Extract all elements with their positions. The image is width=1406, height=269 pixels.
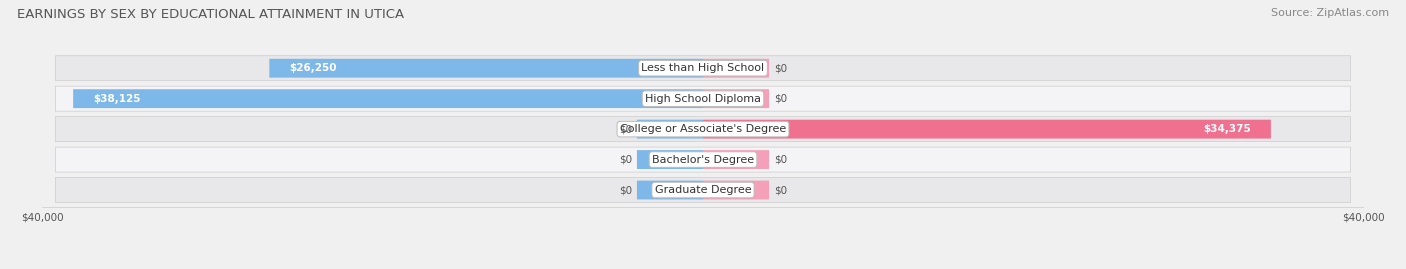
Text: $0: $0 xyxy=(619,185,631,195)
FancyBboxPatch shape xyxy=(55,178,1351,203)
Text: EARNINGS BY SEX BY EDUCATIONAL ATTAINMENT IN UTICA: EARNINGS BY SEX BY EDUCATIONAL ATTAINMEN… xyxy=(17,8,404,21)
Text: College or Associate's Degree: College or Associate's Degree xyxy=(620,124,786,134)
Text: $38,125: $38,125 xyxy=(93,94,141,104)
FancyBboxPatch shape xyxy=(270,59,703,78)
FancyBboxPatch shape xyxy=(637,120,703,139)
Text: $0: $0 xyxy=(775,94,787,104)
Text: Bachelor's Degree: Bachelor's Degree xyxy=(652,155,754,165)
FancyBboxPatch shape xyxy=(703,89,769,108)
FancyBboxPatch shape xyxy=(55,56,1351,81)
FancyBboxPatch shape xyxy=(55,147,1351,172)
Text: $0: $0 xyxy=(619,155,631,165)
FancyBboxPatch shape xyxy=(637,180,703,200)
Text: High School Diploma: High School Diploma xyxy=(645,94,761,104)
FancyBboxPatch shape xyxy=(703,150,769,169)
FancyBboxPatch shape xyxy=(55,86,1351,111)
Text: $0: $0 xyxy=(619,124,631,134)
Text: $26,250: $26,250 xyxy=(290,63,336,73)
Text: $34,375: $34,375 xyxy=(1204,124,1251,134)
Text: Source: ZipAtlas.com: Source: ZipAtlas.com xyxy=(1271,8,1389,18)
FancyBboxPatch shape xyxy=(637,150,703,169)
FancyBboxPatch shape xyxy=(73,89,703,108)
FancyBboxPatch shape xyxy=(703,120,1271,139)
Text: $0: $0 xyxy=(775,185,787,195)
Text: $0: $0 xyxy=(775,63,787,73)
Text: $0: $0 xyxy=(775,155,787,165)
Text: Graduate Degree: Graduate Degree xyxy=(655,185,751,195)
Text: Less than High School: Less than High School xyxy=(641,63,765,73)
FancyBboxPatch shape xyxy=(55,117,1351,141)
FancyBboxPatch shape xyxy=(703,180,769,200)
FancyBboxPatch shape xyxy=(703,59,769,78)
